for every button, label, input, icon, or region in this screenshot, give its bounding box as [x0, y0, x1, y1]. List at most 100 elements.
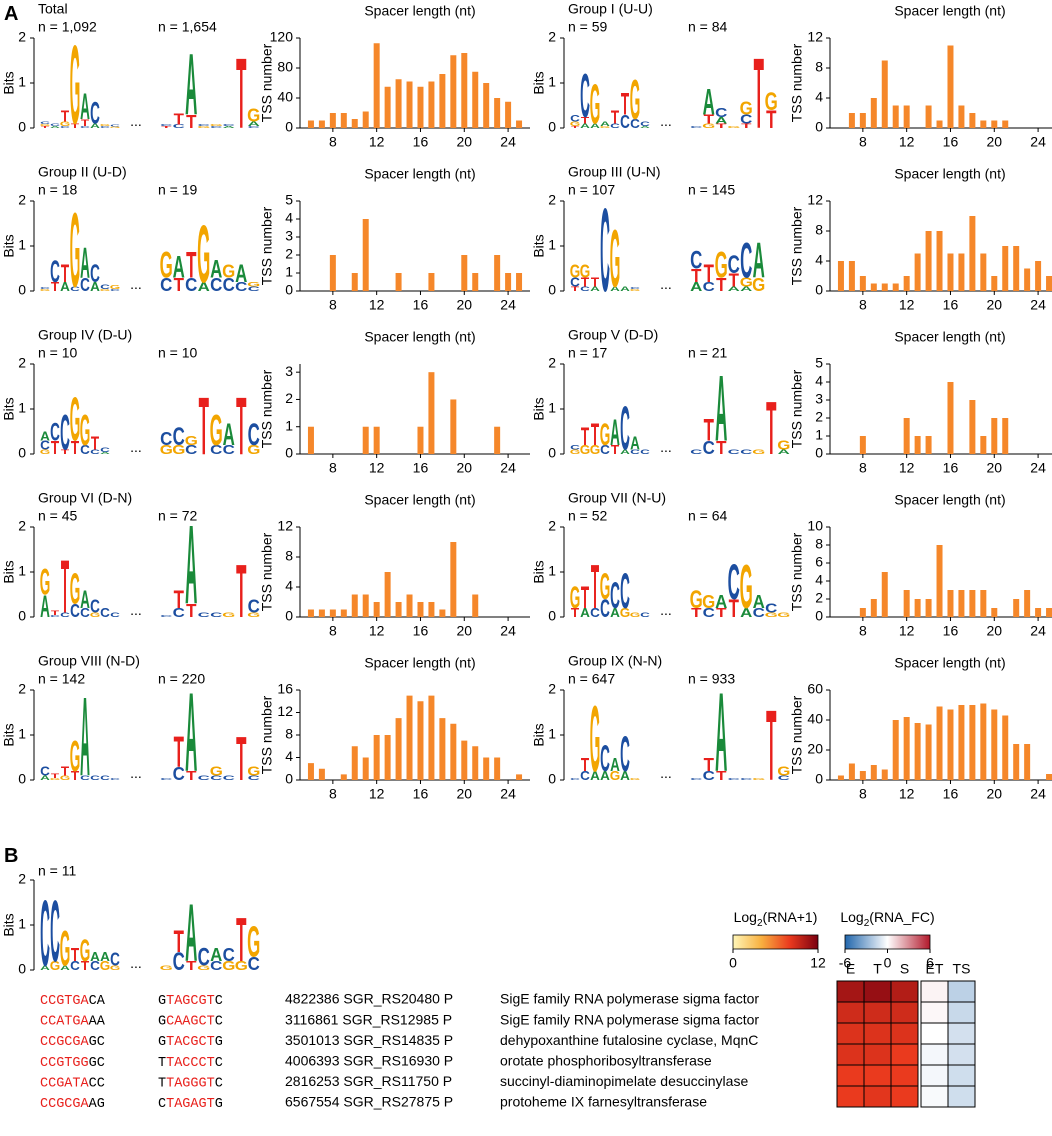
logo-letter: A: [90, 279, 100, 293]
logo-letter: C: [223, 444, 236, 457]
logo-letter: C: [620, 393, 630, 463]
x-tick-label: 24: [500, 297, 516, 313]
bar: [881, 60, 888, 128]
logo-letter: C: [110, 777, 120, 781]
sequence-part: AG: [89, 1097, 105, 1112]
logo-letter: T: [716, 770, 726, 783]
y-tick-label: 1: [18, 237, 26, 253]
bar: [472, 746, 479, 780]
bar: [1024, 590, 1031, 617]
logo-letter: T: [236, 39, 246, 151]
bar: [417, 602, 424, 617]
logo-letter: C: [70, 601, 80, 622]
x-tick-label: 8: [329, 623, 337, 639]
sequence: CCGTGACA: [40, 994, 106, 1009]
n-label: n = 1,092: [38, 19, 97, 35]
heat-cell: [890, 1085, 919, 1108]
n-label: n = 142: [38, 671, 85, 687]
bar: [417, 701, 424, 780]
y-tick-label: 40: [277, 89, 293, 105]
x-tick-label: 12: [899, 297, 915, 313]
logo-letter: G: [160, 245, 173, 286]
chart-title: Group VIII (N-D): [38, 653, 140, 669]
heat-cell: [920, 1064, 949, 1087]
ellipsis: ...: [660, 276, 672, 292]
logo-letter: T: [581, 115, 589, 125]
bar: [351, 273, 358, 291]
logo-letter: C: [210, 126, 223, 129]
heat-cell: [920, 980, 949, 1003]
bar: [362, 111, 369, 128]
y-tick-label: 2: [285, 390, 293, 406]
colorbar: [844, 934, 931, 950]
colorbar-tick-label: 0: [729, 955, 737, 971]
logo-letter: T: [81, 958, 89, 972]
bar: [969, 216, 976, 291]
bar: [450, 399, 457, 454]
n-label: n = 933: [688, 671, 735, 687]
n-label: n = 72: [158, 508, 198, 524]
y-tick-label: 1: [548, 237, 556, 253]
bar: [958, 705, 965, 780]
y-tick-label: 1: [18, 74, 26, 90]
logo-letter: C: [185, 274, 197, 295]
logo-letter: A: [715, 357, 727, 461]
y-tick-label: 2: [548, 681, 556, 697]
x-tick-label: 12: [369, 297, 385, 313]
bar: [870, 98, 877, 128]
heat-cell: [836, 1085, 865, 1108]
y-axis-label: Bits: [1, 234, 17, 257]
bar: [870, 599, 877, 617]
logo-letter: C: [40, 764, 50, 778]
bar: [848, 113, 855, 128]
bar: [450, 723, 457, 780]
logo-letter: A: [715, 115, 727, 125]
ellipsis: ...: [660, 113, 672, 129]
heat-cell: [947, 1043, 976, 1066]
logo-letter: T: [174, 728, 184, 777]
logo-letter: C: [60, 612, 70, 619]
x-tick-label: 8: [329, 134, 337, 150]
x-tick-label: 16: [943, 297, 959, 313]
y-tick-label: 0: [18, 445, 26, 461]
logo-letter: A: [590, 123, 600, 130]
logo-letter: T: [741, 122, 752, 129]
logo-letter: C: [110, 288, 120, 292]
logo-letter: C: [610, 573, 620, 616]
bar: [980, 703, 987, 780]
sequence: TTAGGGTC: [158, 1076, 223, 1091]
logo-letter: G: [690, 586, 703, 614]
bar: [947, 590, 954, 617]
logo-letter: G: [70, 191, 81, 310]
sequence-part: G: [158, 1035, 166, 1050]
logo-letter: A: [235, 260, 247, 288]
logo-letter: G: [752, 777, 765, 781]
y-tick-label: 4: [815, 373, 823, 389]
y-tick-label: 2: [18, 871, 26, 887]
logo-letter: C: [110, 612, 120, 619]
bar: [958, 253, 965, 291]
ellipsis: ...: [660, 602, 672, 618]
sequence: CCATGAAA: [40, 1014, 106, 1029]
bar: [1046, 608, 1052, 617]
logo-letter: G: [197, 126, 210, 129]
logo-letter: A: [40, 429, 50, 443]
logo-letter: C: [60, 404, 70, 460]
logo-letter: G: [630, 777, 641, 781]
bar: [969, 113, 976, 128]
logo-letter: G: [777, 611, 790, 618]
bar: [991, 709, 998, 780]
bar: [903, 590, 910, 617]
logo-letter: T: [186, 960, 196, 973]
ellipsis: ...: [660, 765, 672, 781]
logo-letter: C: [570, 444, 580, 451]
x-tick-label: 24: [1030, 134, 1046, 150]
logo-letter: C: [80, 275, 90, 296]
logo-letter: A: [50, 125, 60, 129]
logo-letter: A: [223, 126, 236, 129]
bar: [837, 775, 844, 780]
logo-letter: C: [90, 449, 100, 456]
logo-letter: C: [600, 596, 610, 623]
logo-letter: C: [728, 553, 740, 609]
logo-letter: C: [160, 777, 173, 781]
